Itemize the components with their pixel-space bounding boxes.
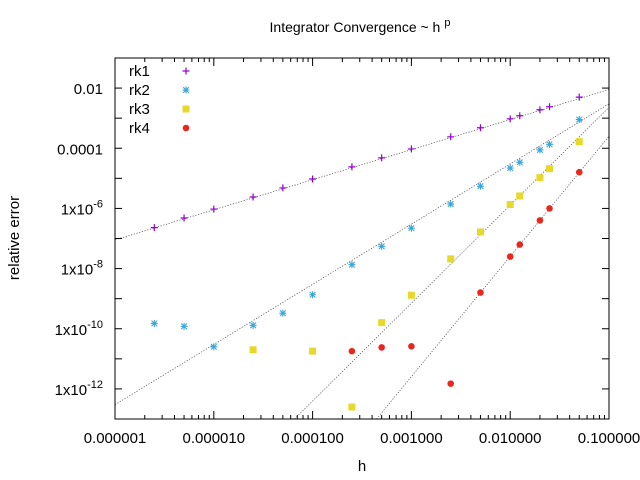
legend-label-rk3: rk3 (129, 101, 150, 118)
y-tick-label: 1x10-10 (55, 319, 103, 339)
point-rk3 (309, 347, 317, 355)
point-rk2 (447, 200, 455, 208)
point-rk4 (506, 253, 514, 260)
point-rk1 (476, 124, 484, 132)
point-rk2 (536, 146, 544, 154)
point-rk1 (575, 93, 583, 101)
point-rk1 (150, 224, 158, 232)
point-rk3 (516, 192, 524, 200)
point-rk3 (348, 403, 356, 411)
point-rk3 (407, 291, 415, 299)
y-tick-label: 1x10-8 (61, 259, 103, 279)
legend-marker-rk4 (182, 124, 190, 132)
point-rk4 (536, 217, 544, 224)
point-rk2 (309, 291, 317, 299)
x-axis-label: h (358, 458, 366, 475)
point-rk2 (249, 321, 257, 329)
legend: rk1 rk2 rk3 rk4 (129, 63, 190, 137)
point-rk2 (210, 343, 218, 351)
data-points (150, 93, 583, 411)
point-rk3 (575, 138, 583, 146)
point-rk2 (180, 322, 188, 330)
point-rk2 (279, 309, 287, 317)
x-tick-label: 0.000001 (84, 430, 147, 447)
x-tick-label: 0.100000 (578, 430, 640, 447)
point-rk4 (378, 344, 385, 351)
x-tick-label: 0.010000 (479, 430, 542, 447)
point-rk4 (348, 347, 356, 355)
x-tick-label: 0.000100 (281, 430, 344, 447)
point-rk3 (447, 255, 455, 263)
point-rk2 (516, 158, 524, 166)
point-rk3 (378, 319, 386, 327)
point-rk1 (516, 112, 524, 120)
point-rk4 (516, 241, 524, 248)
point-rk4 (546, 205, 553, 212)
point-rk4 (575, 168, 583, 176)
point-rk2 (150, 319, 158, 327)
point-rk1 (536, 106, 544, 114)
x-tick-label: 0.000010 (183, 430, 246, 447)
legend-marker-rk1 (182, 67, 190, 75)
chart-title-superscript: p (444, 17, 450, 29)
chart-title-text: Integrator Convergence ~ h (270, 19, 441, 35)
fit-lines (114, 89, 610, 420)
point-rk4 (447, 380, 455, 387)
y-tick-label: 1x10-6 (61, 198, 103, 218)
legend-label-rk1: rk1 (129, 63, 150, 80)
point-rk3 (249, 346, 257, 354)
point-rk2 (546, 140, 554, 148)
point-rk2 (476, 182, 484, 190)
y-tick-label: 1x10-12 (55, 379, 103, 399)
point-rk1 (210, 205, 218, 213)
point-rk1 (546, 103, 554, 111)
y-tick-label: 0.01 (74, 81, 103, 98)
point-rk3 (536, 174, 544, 182)
point-rk2 (407, 224, 415, 232)
y-axis-ticks: 0.01 0.0001 1x10-6 1x10-8 1x10-10 1x10-12 (55, 57, 609, 420)
point-rk4 (408, 343, 415, 350)
x-tick-label: 0.001000 (380, 430, 443, 447)
legend-label-rk4: rk4 (129, 120, 150, 137)
point-rk1 (506, 115, 514, 123)
point-rk1 (249, 193, 257, 201)
point-rk1 (447, 133, 455, 141)
point-rk3 (506, 200, 514, 208)
y-tick-label: 0.0001 (57, 141, 103, 158)
point-rk2 (575, 116, 583, 124)
legend-marker-rk3 (182, 105, 190, 113)
point-rk1 (348, 163, 356, 171)
fit-line-rk2 (114, 103, 610, 405)
point-rk1 (407, 145, 415, 153)
point-rk3 (546, 165, 554, 173)
point-rk3 (476, 228, 484, 236)
point-rk1 (180, 214, 188, 222)
legend-label-rk2: rk2 (129, 82, 150, 99)
fit-line-rk4 (376, 136, 610, 420)
point-rk2 (378, 242, 386, 250)
x-axis-ticks: 0.000001 0.000010 0.000100 0.001000 0.010000… (84, 58, 640, 447)
fit-line-rk3 (294, 107, 610, 420)
point-rk1 (378, 154, 386, 162)
legend-marker-rk2 (182, 86, 190, 94)
point-rk4 (477, 289, 484, 296)
point-rk2 (506, 164, 514, 172)
y-axis-label: relative error (6, 196, 23, 280)
point-rk1 (309, 175, 317, 183)
point-rk1 (279, 184, 287, 192)
point-rk2 (348, 261, 356, 269)
fit-line-rk1 (114, 89, 610, 241)
